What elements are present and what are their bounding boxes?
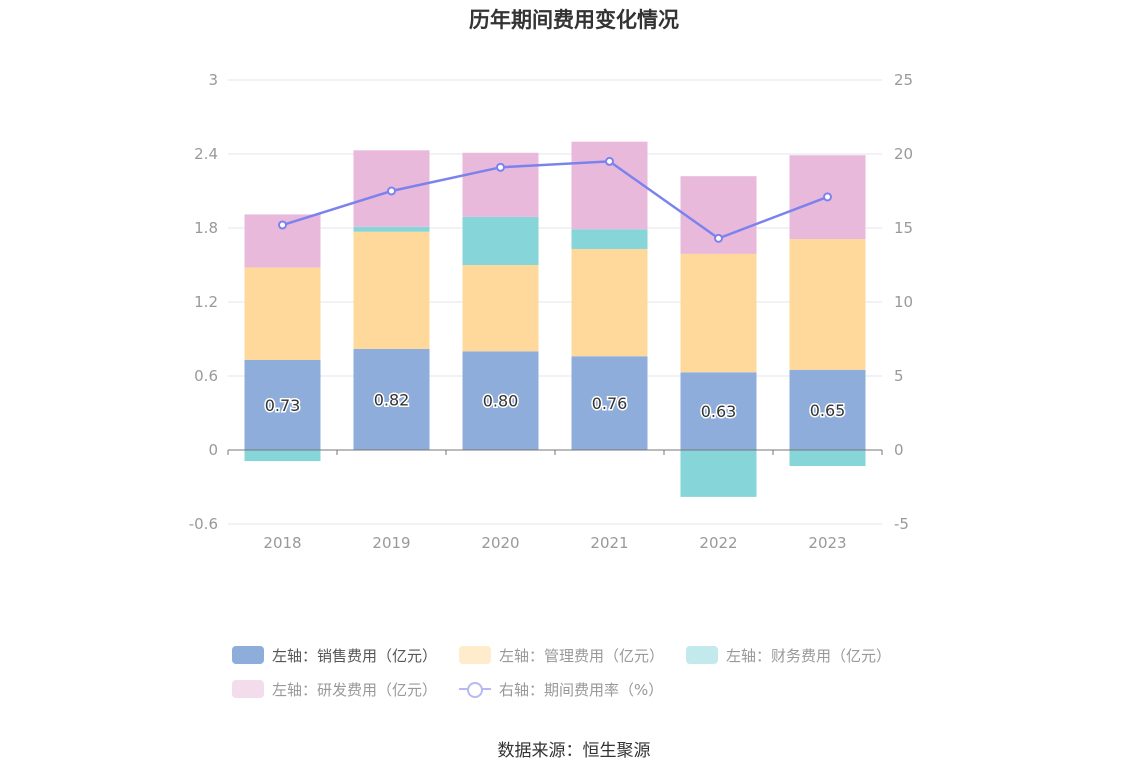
y-right-tick-label-4: 15 bbox=[894, 219, 913, 237]
legend-label-admin: 左轴：管理费用（亿元） bbox=[499, 646, 665, 665]
bar-2-2021 bbox=[571, 229, 648, 249]
bar-1-2018 bbox=[244, 267, 321, 360]
bar-1-2020 bbox=[462, 265, 539, 352]
data-label-sales-2019: 0.82 bbox=[374, 390, 410, 409]
data-label-sales-2023: 0.65 bbox=[810, 401, 846, 420]
legend-line-marker-icon bbox=[459, 680, 492, 698]
y-right-tick-label-6: 25 bbox=[894, 71, 913, 89]
y-left-tick-label-1: 0 bbox=[208, 441, 218, 459]
y-left-tick-label-2: 0.6 bbox=[194, 367, 218, 385]
y-left-tick-label-4: 1.8 bbox=[194, 219, 218, 237]
legend-item-expense-rate[interactable]: 右轴：期间费用率（%） bbox=[459, 679, 663, 700]
x-tick-label-2020: 2020 bbox=[481, 534, 519, 552]
legend-label-rnd: 左轴：研发费用（亿元） bbox=[272, 680, 438, 699]
expense-rate-point-2020 bbox=[496, 162, 505, 172]
expense-rate-point-2021 bbox=[605, 156, 614, 166]
x-tick-label-2018: 2018 bbox=[263, 534, 301, 552]
data-label-sales-2022: 0.63 bbox=[701, 402, 737, 421]
bar-2-2020 bbox=[462, 216, 539, 265]
expense-rate-point-2018 bbox=[278, 220, 287, 230]
y-right-tick-label-2: 5 bbox=[894, 367, 904, 385]
x-tick-label-2023: 2023 bbox=[808, 534, 846, 552]
data-source: 数据来源：恒生聚源 bbox=[497, 741, 651, 761]
y-left-tick-label-6: 3 bbox=[208, 71, 218, 89]
bar-1-2022 bbox=[680, 253, 757, 373]
y-left-tick-label-5: 2.4 bbox=[194, 145, 218, 163]
legend-item-rnd[interactable]: 左轴：研发费用（亿元） bbox=[232, 679, 437, 700]
data-label-sales-2021: 0.76 bbox=[592, 394, 628, 413]
chart-plot: -0.6 0 0.6 1.2 1.8 2.4 3 -5 0 5 10 15 20 25 2018 2019 20… bbox=[189, 71, 913, 552]
bar-3-2020 bbox=[462, 152, 539, 217]
legend-item-admin[interactable]: 左轴：管理费用（亿元） bbox=[459, 645, 664, 666]
x-tick-label-2022: 2022 bbox=[699, 534, 737, 552]
y-right-tick-label-3: 10 bbox=[894, 293, 913, 311]
bar-0-2018 bbox=[244, 359, 321, 450]
data-label-sales-2020: 0.80 bbox=[483, 392, 519, 411]
legend-label-sales: 左轴：销售费用（亿元） bbox=[272, 646, 438, 665]
expense-rate-line bbox=[282, 160, 828, 240]
chart-title: 历年期间费用变化情况 bbox=[469, 8, 679, 32]
legend-item-sales[interactable]: 左轴：销售费用（亿元） bbox=[232, 645, 437, 666]
legend-swatch-admin bbox=[459, 646, 492, 664]
bar-2-2022 bbox=[680, 450, 757, 497]
bar-2-2023 bbox=[789, 450, 866, 467]
legend-swatch-sales bbox=[232, 646, 264, 664]
expense-rate-point-2022 bbox=[714, 233, 723, 243]
y-right-tick-label-0: -5 bbox=[894, 515, 909, 533]
legend-label-expense-rate: 右轴：期间费用率（%） bbox=[499, 680, 664, 699]
x-tick-label-2021: 2021 bbox=[590, 534, 628, 552]
expense-rate-point-2023 bbox=[823, 192, 832, 202]
bar-2-2019 bbox=[353, 226, 430, 232]
legend-row-2: 左轴：研发费用（亿元） 右轴：期间费用率（%） bbox=[232, 672, 932, 706]
legend-swatch-rnd bbox=[232, 680, 264, 698]
bar-2-2018 bbox=[244, 450, 321, 462]
y-right-tick-label-5: 20 bbox=[894, 145, 913, 163]
legend-row-1: 左轴：销售费用（亿元） 左轴：管理费用（亿元） 左轴：财务费用（亿元） bbox=[232, 638, 932, 672]
bar-0-2019 bbox=[353, 348, 430, 450]
bar-0-2020 bbox=[462, 351, 539, 450]
bar-1-2021 bbox=[571, 248, 648, 357]
y-left-tick-label-0: -0.6 bbox=[189, 515, 218, 533]
bar-1-2023 bbox=[789, 239, 866, 370]
bar-1-2019 bbox=[353, 231, 430, 349]
x-tick-label-2019: 2019 bbox=[372, 534, 410, 552]
y-left-tick-label-3: 1.2 bbox=[194, 293, 218, 311]
legend-item-finance[interactable]: 左轴：财务费用（亿元） bbox=[686, 645, 891, 666]
legend-swatch-finance bbox=[686, 646, 719, 664]
bar-0-2023 bbox=[789, 369, 866, 450]
y-right-tick-label-1: 0 bbox=[894, 441, 904, 459]
legend: 左轴：销售费用（亿元） 左轴：管理费用（亿元） 左轴：财务费用（亿元） 左轴：研… bbox=[232, 638, 932, 706]
bar-0-2021 bbox=[571, 356, 648, 450]
expense-rate-point-2019 bbox=[387, 186, 396, 196]
bar-0-2022 bbox=[680, 372, 757, 450]
legend-label-finance: 左轴：财务费用（亿元） bbox=[726, 646, 892, 665]
bar-3-2021 bbox=[571, 141, 648, 230]
data-label-sales-2018: 0.73 bbox=[265, 396, 301, 415]
